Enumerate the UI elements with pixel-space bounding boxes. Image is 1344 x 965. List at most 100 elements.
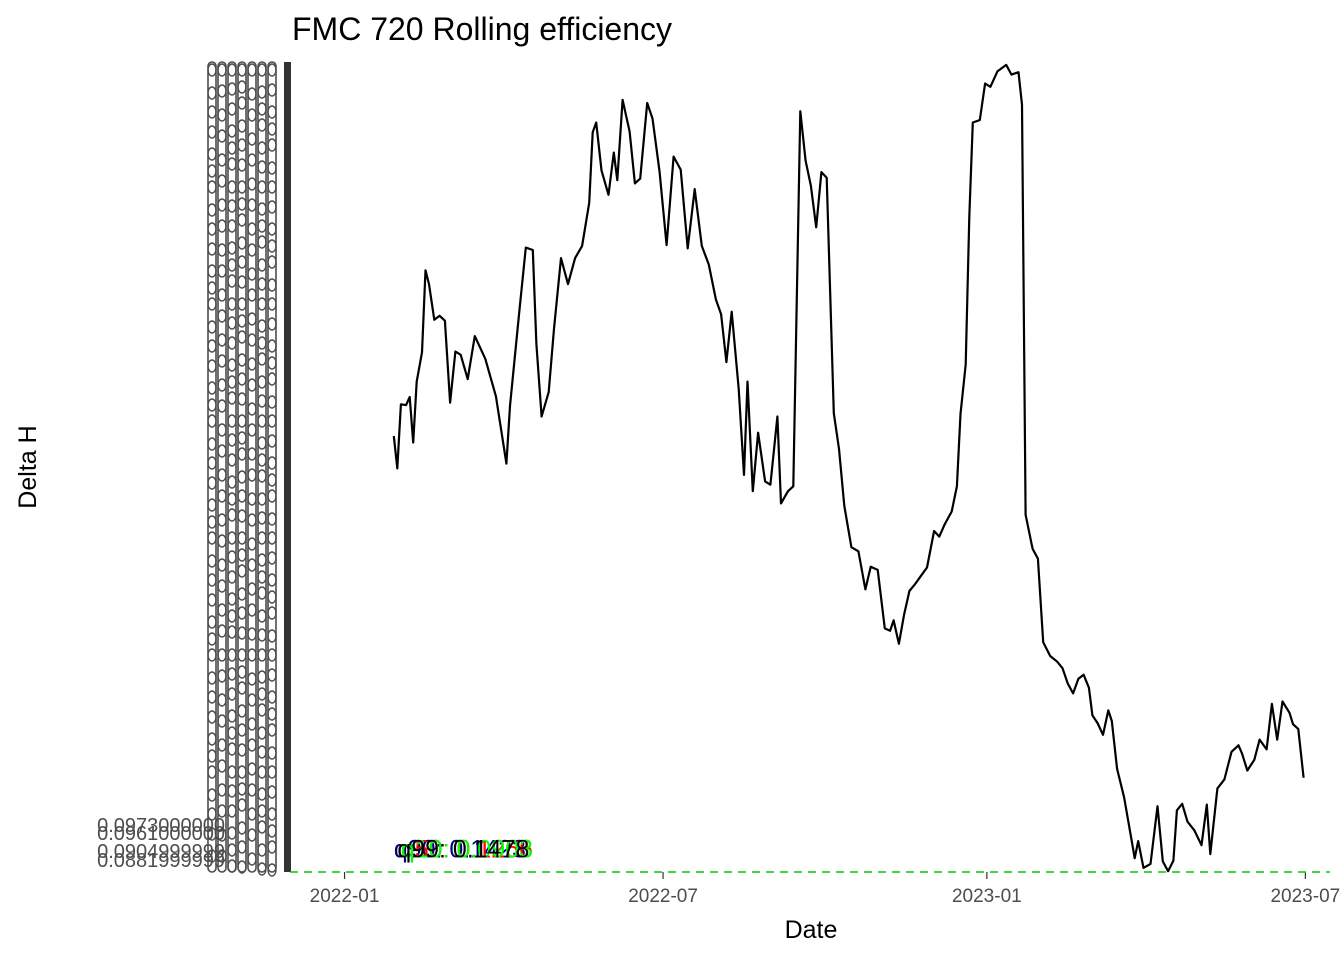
y-tick-glyph: [207, 242, 217, 256]
y-tick-glyph: [257, 235, 267, 249]
y-tick-glyph: [257, 648, 267, 662]
y-tick-glyph: [207, 63, 217, 77]
y-tick-glyph: [217, 354, 227, 368]
y-tick-glyph: [207, 788, 217, 802]
y-tick-glyph: [217, 219, 227, 233]
y-tick-glyph: [267, 629, 277, 643]
y-tick-glyph: [267, 356, 277, 370]
y-tick-glyph: [227, 667, 237, 681]
y-tick-glyph: [207, 732, 217, 746]
y-tick-glyph: [237, 447, 247, 461]
y-tick-glyph: [237, 96, 247, 110]
y-tick-glyph: [237, 158, 247, 172]
y-tick-glyph: [257, 628, 267, 642]
y-tick-glyph: [207, 593, 217, 607]
y-tick-glyph: [257, 570, 267, 584]
y-tick-glyph: [227, 804, 237, 818]
series-line: [392, 63, 1305, 873]
y-tick-glyph: [267, 785, 277, 799]
y-tick-column: [257, 61, 267, 873]
y-tick-glyph: [257, 492, 267, 506]
y-tick-glyph: [267, 161, 277, 175]
y-tick-glyph: [227, 826, 237, 840]
y-tick-glyph: [227, 709, 237, 723]
x-tick-label: 2022-07: [628, 886, 698, 907]
y-tick-glyph: [237, 509, 247, 523]
y-tick-glyph: [247, 87, 257, 101]
y-tick-glyph: [267, 668, 277, 682]
y-tick-glyph: [217, 444, 227, 458]
y-tick-glyph: [217, 513, 227, 527]
y-tick-glyph: [217, 714, 227, 728]
y-tick-glyph: [267, 239, 277, 253]
y-tick-glyph: [257, 553, 267, 567]
y-tick-glyph: [267, 723, 277, 737]
y-tick-glyph: [267, 138, 277, 152]
y-tick-glyph: [227, 141, 237, 155]
y-tick-glyph: [207, 125, 217, 139]
y-tick-glyph: [267, 690, 277, 704]
y-tick-glyph: [257, 511, 267, 525]
y-tick-glyph: [207, 515, 217, 529]
y-tick-glyph: [237, 431, 247, 445]
y-tick-glyph: [237, 330, 247, 344]
y-tick-glyph: [247, 672, 257, 686]
y-tick-glyph: [237, 548, 247, 562]
chart-title: FMC 720 Rolling efficiency: [292, 11, 672, 47]
y-tick-glyph: [267, 473, 277, 487]
y-tick-glyph: [207, 807, 217, 821]
y-tick-glyph: [207, 671, 217, 685]
y-tick-glyph: [247, 537, 257, 551]
y-tick-glyph: [267, 456, 277, 470]
y-tick-glyph: [207, 749, 217, 763]
y-tick-glyph: [207, 554, 217, 568]
y-tick-glyph: [257, 394, 267, 408]
y-tick-glyph: [267, 395, 277, 409]
y-tick-glyph: [227, 531, 237, 545]
y-tick-glyph: [237, 119, 247, 133]
y-tick-glyph: [237, 840, 247, 854]
y-tick-glyph: [227, 726, 237, 740]
y-tick-glyph: [257, 745, 267, 759]
series-group: [392, 63, 1305, 873]
y-tick-glyph: [247, 717, 257, 731]
y-tick-glyph: [247, 177, 257, 191]
y-tick-glyph: [227, 765, 237, 779]
y-tick-glyph: [237, 587, 247, 601]
y-tick-glyph: [217, 333, 227, 347]
y-tick-glyph: [267, 83, 277, 97]
y-tick-glyph: [217, 759, 227, 773]
y-tick-glyph: [247, 693, 257, 707]
y-tick-glyph: [257, 375, 267, 389]
y-tick-glyph: [247, 807, 257, 821]
y-tick-glyph: [227, 843, 237, 857]
y-tick-glyph: [247, 828, 257, 842]
y-tick-glyph: [217, 174, 227, 188]
y-tick-glyph: [227, 180, 237, 194]
y-tick-glyph: [247, 288, 257, 302]
y-tick-glyph: [237, 765, 247, 779]
y-tick-glyph: [237, 236, 247, 250]
y-tick-glyph: [247, 582, 257, 596]
y-tick-glyph: [207, 164, 217, 178]
y-tick-glyph: [227, 336, 237, 350]
y-tick-glyph: [207, 849, 217, 863]
y-tick-column: [207, 61, 217, 873]
y-tick-glyph: [217, 624, 227, 638]
y-tick-glyph: [267, 297, 277, 311]
y-axis-tickmarks: [284, 62, 291, 872]
y-tick-glyph: [267, 707, 277, 721]
y-tick-glyph: [247, 447, 257, 461]
quantile-label: q10: 0.0903: [401, 835, 533, 863]
y-tick-glyph: [207, 710, 217, 724]
y-tick-glyph: [257, 703, 267, 717]
y-tick-glyph: [267, 317, 277, 331]
y-tick-glyph: [217, 489, 227, 503]
y-tick-glyph: [217, 423, 227, 437]
y-tick-glyph: [247, 312, 257, 326]
y-tick-glyph: [207, 765, 217, 779]
y-tick-glyph: [227, 687, 237, 701]
y-tick-glyph: [237, 80, 247, 94]
y-tick-glyph: [237, 275, 247, 289]
y-tick-glyph: [217, 828, 227, 842]
